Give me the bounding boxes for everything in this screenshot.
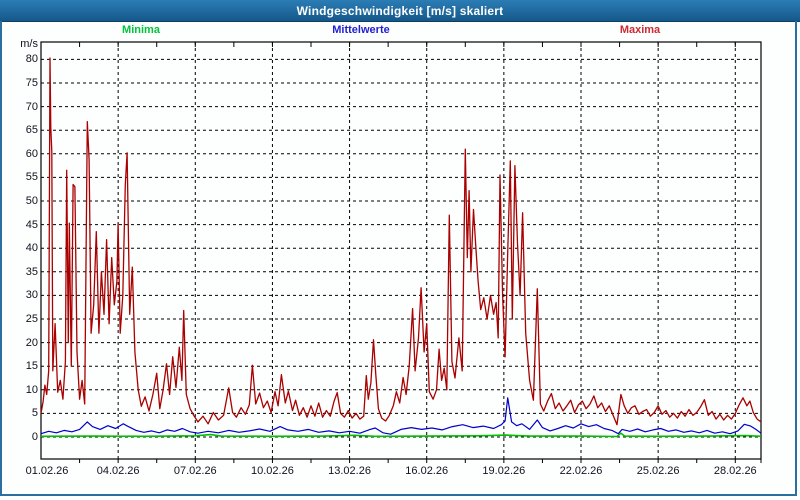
legend: Minima Mittelwerte Maxima xyxy=(0,24,800,40)
x-tick-label: 19.02.26 xyxy=(482,465,526,477)
y-tick-label: 60 xyxy=(25,147,38,160)
legend-maxima: Maxima xyxy=(619,24,661,36)
x-tick-label: 07.02.26 xyxy=(173,465,217,477)
y-tick-label: 0 xyxy=(31,431,38,443)
x-tick-label: 04.02.26 xyxy=(96,465,140,477)
y-tick-label: 25 xyxy=(25,313,38,325)
y-tick-label: 80 xyxy=(25,53,38,66)
y-tick-label: 5 xyxy=(31,407,38,420)
x-tick-label: 01.02.26 xyxy=(25,465,69,477)
series-maxima xyxy=(40,57,762,426)
y-tick-label: 30 xyxy=(25,289,38,302)
series-mittelwerte xyxy=(40,397,762,435)
y-tick-label: 75 xyxy=(25,77,38,89)
title-bar: Windgeschwindigkeit [m/s] skaliert xyxy=(0,0,800,22)
x-tick-label: 13.02.26 xyxy=(328,465,371,477)
y-tick-label: 20 xyxy=(25,336,38,349)
x-tick-label: 22.02.26 xyxy=(559,465,603,477)
series-minima xyxy=(40,432,762,438)
legend-mittelwerte: Mittelwerte xyxy=(332,24,390,36)
legend-minima: Minima xyxy=(122,24,160,36)
x-tick-label: 25.02.26 xyxy=(636,465,680,477)
y-tick-label: 40 xyxy=(25,242,38,255)
y-tick-label: 45 xyxy=(25,218,38,231)
y-tick-label: 15 xyxy=(25,360,38,373)
y-tick-label: 50 xyxy=(25,195,38,207)
y-tick-label: 10 xyxy=(25,383,38,396)
y-axis-unit-label: m/s xyxy=(20,38,38,50)
y-tick-label: 70 xyxy=(25,100,38,113)
y-tick-label: 55 xyxy=(25,171,38,184)
x-tick-label: 16.02.26 xyxy=(405,465,449,477)
y-tick-label: 35 xyxy=(25,265,38,278)
y-tick-label: 65 xyxy=(25,124,38,137)
x-tick-label: 10.02.26 xyxy=(251,465,294,477)
x-tick-label: 28.02.26 xyxy=(713,465,757,477)
window-title: Windgeschwindigkeit [m/s] skaliert xyxy=(296,3,504,18)
